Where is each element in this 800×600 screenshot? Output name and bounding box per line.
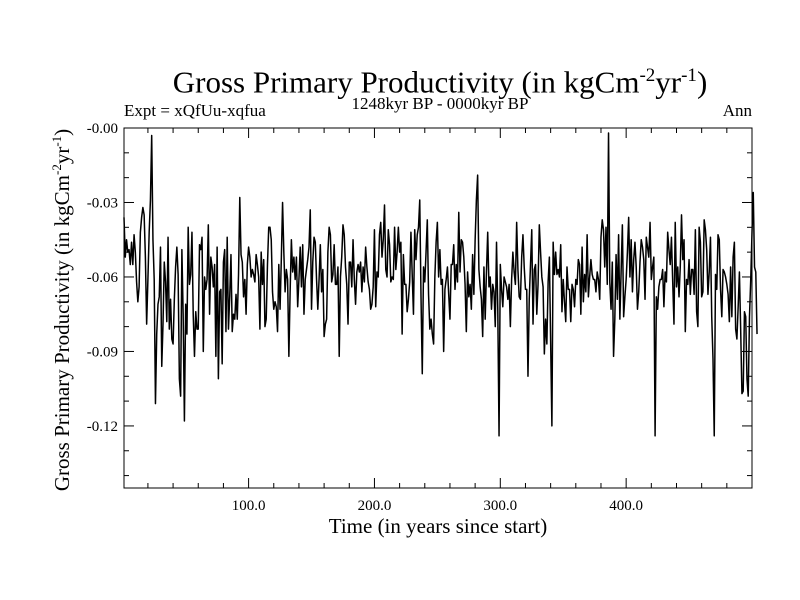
tick-labels: 100.0 200.0 300.0 400.0 -0.00 -0.03 -0.06 -0.09… <box>87 121 643 514</box>
x-tick-label: 100.0 <box>232 498 266 514</box>
experiment-label: Expt = xQfUu-xqfua <box>124 101 266 120</box>
y-tick-label: -0.00 <box>87 121 118 137</box>
season-label: Ann <box>722 101 752 120</box>
x-tick-label: 200.0 <box>358 498 392 514</box>
axis-ticks <box>124 127 752 488</box>
chart-title: Gross Primary Productivity (in kgCm-2yr-… <box>172 64 708 100</box>
plot-frame <box>123 127 753 489</box>
y-tick-label: -0.09 <box>87 344 118 360</box>
y-tick-label: -0.03 <box>87 195 118 211</box>
x-tick-label: 400.0 <box>609 498 643 514</box>
gpp-series-line <box>123 132 758 437</box>
x-axis-label: Time (in years since start) <box>328 514 548 538</box>
y-tick-label: -0.06 <box>87 270 119 286</box>
y-tick-label: -0.12 <box>87 419 118 435</box>
x-tick-label: 300.0 <box>483 498 517 514</box>
period-label: 1248kyr BP - 0000kyr BP <box>351 94 529 113</box>
